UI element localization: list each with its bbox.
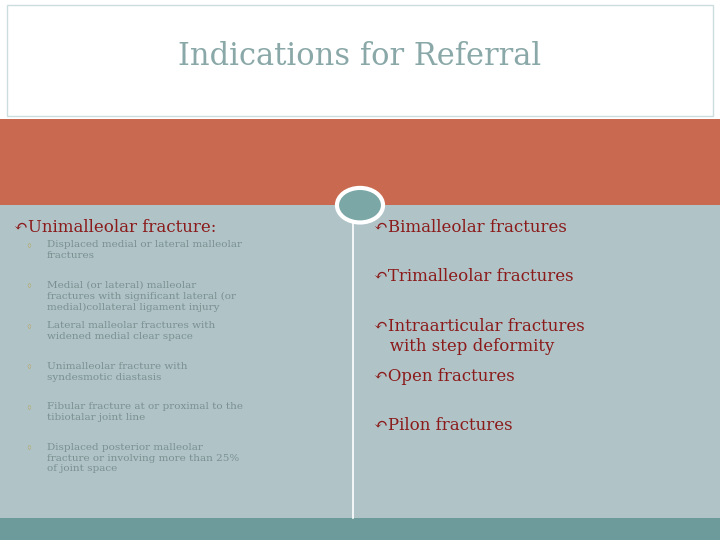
Text: ↶Unimalleolar fracture:: ↶Unimalleolar fracture: [14, 219, 217, 235]
Text: ↶Pilon fractures: ↶Pilon fractures [374, 417, 513, 434]
Text: ◦: ◦ [25, 402, 32, 415]
Text: ◦: ◦ [25, 240, 32, 253]
FancyBboxPatch shape [0, 119, 720, 205]
Text: Fibular fracture at or proximal to the
tibiotalar joint line: Fibular fracture at or proximal to the t… [47, 402, 243, 422]
Text: ↶Intraarticular fractures
   with step deformity: ↶Intraarticular fractures with step defo… [374, 318, 585, 355]
Text: ◦: ◦ [25, 281, 32, 294]
Text: ↶Trimalleolar fractures: ↶Trimalleolar fractures [374, 268, 574, 285]
Text: ◦: ◦ [25, 362, 32, 375]
FancyBboxPatch shape [0, 205, 720, 518]
Text: ◦: ◦ [25, 321, 32, 334]
Text: Indications for Referral: Indications for Referral [179, 41, 541, 72]
Text: Unimalleolar fracture with
syndesmotic diastasis: Unimalleolar fracture with syndesmotic d… [47, 362, 187, 382]
Text: Lateral malleolar fractures with
widened medial clear space: Lateral malleolar fractures with widened… [47, 321, 215, 341]
Text: Displaced medial or lateral malleolar
fractures: Displaced medial or lateral malleolar fr… [47, 240, 242, 260]
Text: ↶Open fractures: ↶Open fractures [374, 368, 515, 384]
Text: Medial (or lateral) malleolar
fractures with significant lateral (or
medial)coll: Medial (or lateral) malleolar fractures … [47, 281, 236, 312]
Text: ↶Bimalleolar fractures: ↶Bimalleolar fractures [374, 219, 567, 235]
Text: Displaced posterior malleolar
fracture or involving more than 25%
of joint space: Displaced posterior malleolar fracture o… [47, 443, 239, 473]
FancyBboxPatch shape [0, 518, 720, 540]
Circle shape [337, 188, 383, 222]
Text: ◦: ◦ [25, 443, 32, 456]
